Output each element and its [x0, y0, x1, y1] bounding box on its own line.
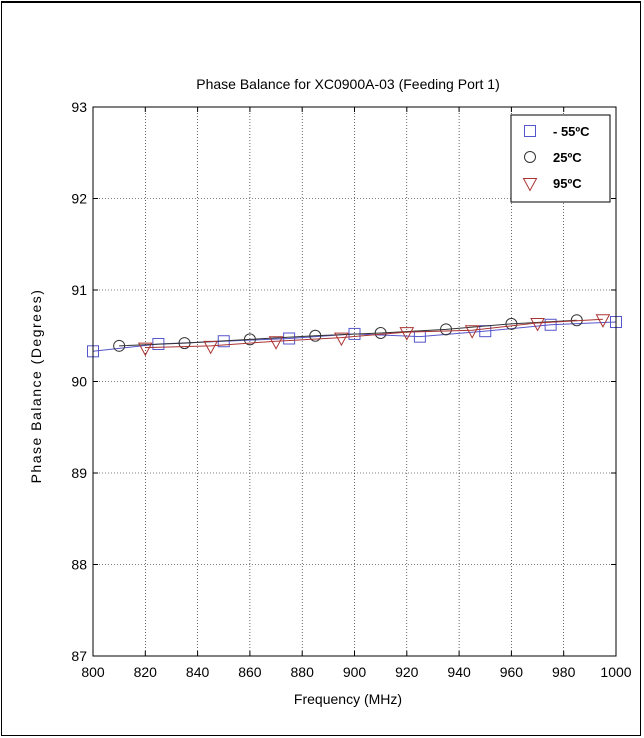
- phase-balance-chart: Phase Balance for XC0900A-03 (Feeding Po…: [28, 76, 632, 707]
- x-tick-label: 820: [134, 664, 158, 680]
- x-tick-label: 860: [238, 664, 262, 680]
- x-tick-label: 980: [552, 664, 576, 680]
- chart-title: Phase Balance for XC0900A-03 (Feeding Po…: [196, 76, 500, 92]
- data-point: [505, 317, 518, 330]
- legend-box: [510, 114, 611, 203]
- x-tick-label: 940: [447, 664, 471, 680]
- x-tick-label: 1000: [600, 664, 631, 680]
- y-tick-label: 90: [71, 374, 87, 390]
- x-tick-label: 800: [81, 664, 105, 680]
- y-tick-label: 87: [71, 648, 87, 664]
- x-tick-label: 920: [395, 664, 419, 680]
- axis-ticks: 800 820 840 860 880 900 920 940 960 980 1000 87 88 89…: [71, 99, 631, 680]
- series-triangle-down: [137, 314, 611, 357]
- legend-label: - 55ºC: [553, 124, 590, 139]
- data-point: [178, 337, 191, 350]
- legend-marker: [522, 178, 538, 192]
- grid: [93, 107, 616, 656]
- data-point: [595, 314, 611, 328]
- legend-marker: [524, 125, 536, 137]
- y-tick-label: 93: [71, 99, 87, 115]
- y-tick-label: 92: [71, 191, 87, 207]
- data-point: [113, 339, 126, 352]
- data-point: [309, 329, 322, 342]
- data-point: [203, 340, 219, 355]
- legend: - 55ºC 25ºC 95ºC: [510, 114, 611, 203]
- data-point: [283, 332, 296, 345]
- data-point: [399, 327, 415, 341]
- series-group: [87, 314, 622, 358]
- data-point: [440, 323, 453, 336]
- data-point: [137, 342, 153, 357]
- x-tick-label: 960: [500, 664, 524, 680]
- x-tick-label: 840: [186, 664, 210, 680]
- series-line: [119, 319, 577, 347]
- data-point: [334, 332, 349, 347]
- data-point: [464, 325, 480, 339]
- data-point: [374, 327, 387, 340]
- legend-label: 25ºC: [553, 150, 582, 165]
- legend-label: 95ºC: [553, 176, 582, 191]
- series-line: [145, 318, 603, 349]
- y-tick-label: 89: [71, 465, 87, 481]
- x-tick-label: 900: [343, 664, 367, 680]
- y-tick-label: 88: [71, 557, 87, 573]
- y-axis-title: Phase Balance (Degrees): [28, 289, 44, 484]
- legend-marker: [524, 151, 536, 163]
- x-axis-title: Frequency (MHz): [294, 691, 402, 707]
- data-point: [268, 336, 284, 350]
- data-point: [530, 317, 545, 332]
- x-tick-label: 880: [291, 664, 315, 680]
- data-point: [544, 318, 557, 331]
- y-tick-label: 91: [71, 282, 87, 298]
- data-point: [243, 333, 256, 346]
